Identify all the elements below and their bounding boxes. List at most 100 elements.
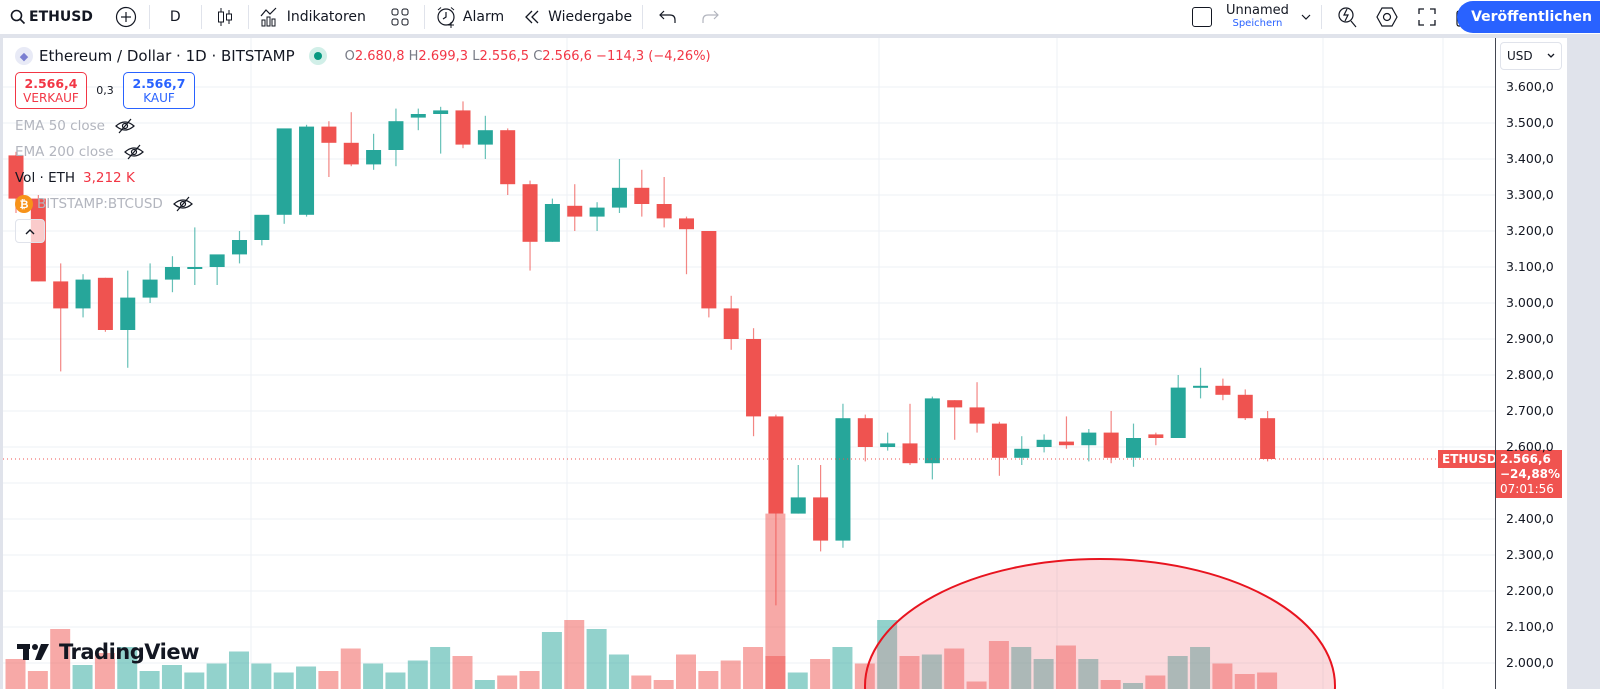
- bar-countdown: 07:01:56: [1500, 482, 1554, 497]
- chart-legend: ◆ Ethereum / Dollar · 1D · BITSTAMP O2.6…: [15, 46, 711, 243]
- chart-area[interactable]: ◆ Ethereum / Dollar · 1D · BITSTAMP O2.6…: [0, 38, 1600, 689]
- fullscreen-icon[interactable]: [1418, 8, 1436, 26]
- top-toolbar: ETHUSD D Indikatoren Alarm Wiedergabe Un…: [0, 0, 1600, 34]
- price-tick: 3.400,0: [1506, 151, 1554, 166]
- interval-button[interactable]: D: [150, 0, 201, 34]
- search-icon: [10, 9, 26, 25]
- buy-button[interactable]: 2.566,7 KAUF: [123, 72, 195, 109]
- undo-button[interactable]: [643, 0, 693, 34]
- indicators-icon: [260, 7, 277, 27]
- quick-search-icon[interactable]: [1336, 5, 1358, 29]
- ohlc-values: O2.680,8 H2.699,3 L2.556,5 C2.566,6 −114…: [344, 48, 711, 64]
- chart-type-button[interactable]: [202, 0, 248, 34]
- interval-label: D: [169, 9, 181, 25]
- bitcoin-icon: ₿: [15, 195, 33, 213]
- layout-name: Unnamed: [1226, 3, 1289, 18]
- currency-select[interactable]: USD: [1500, 42, 1562, 70]
- indicator-label: EMA 200 close: [15, 144, 114, 160]
- plus-circle-icon: [115, 6, 137, 28]
- symbol-label: ETHUSD: [29, 9, 93, 25]
- volume-label: Vol · ETH: [15, 170, 75, 186]
- save-label: Speichern: [1232, 18, 1283, 29]
- layout-checkbox[interactable]: [1192, 7, 1212, 27]
- last-price-symbol-tag: ETHUSD: [1438, 450, 1501, 469]
- right-panel-gap: [1567, 38, 1600, 689]
- compare-button[interactable]: [103, 0, 149, 34]
- price-tick: 2.200,0: [1506, 583, 1554, 598]
- replay-label: Wiedergabe: [548, 9, 633, 25]
- publish-label: Veröffentlichen: [1471, 9, 1592, 25]
- chevron-up-icon: [25, 228, 35, 234]
- divider: [200, 5, 202, 29]
- divider: [642, 5, 644, 29]
- grid-icon: [391, 8, 409, 26]
- last-price-change: −24,88%: [1500, 467, 1561, 482]
- rewind-icon: [525, 10, 539, 24]
- tradingview-logo-text: TradingView: [59, 640, 199, 664]
- eye-hidden-icon[interactable]: [172, 196, 193, 212]
- alarm-button[interactable]: Alarm: [425, 0, 514, 34]
- price-tick: 3.200,0: [1506, 223, 1554, 238]
- last-price-label: 2.566,6 −24,88% 07:01:56: [1496, 450, 1562, 499]
- layout-name-button[interactable]: Unnamed Speichern: [1226, 4, 1289, 30]
- layouts-button[interactable]: [376, 0, 424, 34]
- price-tick: 3.600,0: [1506, 79, 1554, 94]
- indicator-ema50[interactable]: EMA 50 close: [15, 113, 711, 139]
- undo-icon: [659, 10, 676, 23]
- price-tick: 2.900,0: [1506, 331, 1554, 346]
- tradingview-logo[interactable]: TradingView: [17, 640, 199, 664]
- chart-title[interactable]: Ethereum / Dollar · 1D · BITSTAMP: [39, 47, 295, 65]
- indicator-volume[interactable]: Vol · ETH 3,212 K: [15, 165, 711, 191]
- spread-value: 0,3: [96, 84, 114, 97]
- replay-button[interactable]: Wiedergabe: [514, 0, 642, 34]
- currency-label: USD: [1507, 49, 1533, 63]
- price-tick: 3.500,0: [1506, 115, 1554, 130]
- last-price-value: 2.566,6: [1500, 452, 1551, 467]
- divider: [148, 5, 150, 29]
- price-tick: 2.800,0: [1506, 367, 1554, 382]
- eye-hidden-icon[interactable]: [115, 118, 135, 134]
- divider: [247, 5, 249, 29]
- chevron-down-icon: [1547, 53, 1555, 58]
- symbol-search-button[interactable]: ETHUSD: [0, 0, 103, 34]
- market-open-indicator: [308, 47, 327, 65]
- indicators-button[interactable]: Indikatoren: [249, 0, 376, 34]
- sell-button[interactable]: 2.566,4 VERKAUF: [15, 72, 87, 109]
- compare-symbol-label: BITSTAMP:BTCUSD: [37, 196, 163, 212]
- publish-button[interactable]: Veröffentlichen: [1457, 1, 1600, 33]
- price-tick: 2.400,0: [1506, 511, 1554, 526]
- price-tick: 3.100,0: [1506, 259, 1554, 274]
- sell-label: VERKAUF: [23, 90, 79, 105]
- tradingview-logo-icon: [17, 644, 49, 660]
- price-tick: 2.700,0: [1506, 403, 1554, 418]
- price-tick: 2.000,0: [1506, 655, 1554, 670]
- chevron-down-icon[interactable]: [1301, 13, 1311, 21]
- volume-value: 3,212 K: [83, 170, 135, 186]
- indicators-label: Indikatoren: [286, 9, 366, 25]
- price-axis[interactable]: USD 2.566,6 −24,88% 07:01:56 3.600,0 3.50…: [1495, 38, 1567, 689]
- divider: [1320, 5, 1322, 29]
- settings-hexagon-icon[interactable]: [1376, 6, 1398, 28]
- candles-icon: [217, 8, 232, 26]
- compare-symbol-row[interactable]: ₿ BITSTAMP:BTCUSD: [15, 191, 711, 217]
- indicator-ema200[interactable]: EMA 200 close: [15, 139, 711, 165]
- price-tick: 3.000,0: [1506, 295, 1554, 310]
- price-tick: 2.300,0: [1506, 547, 1554, 562]
- candlestick-chart[interactable]: [3, 38, 1495, 689]
- ethereum-icon: ◆: [15, 47, 33, 65]
- redo-icon: [702, 10, 719, 23]
- eye-hidden-icon[interactable]: [123, 144, 144, 160]
- redo-button[interactable]: [693, 0, 727, 34]
- toolbar-divider: [0, 34, 1600, 38]
- alarm-label: Alarm: [462, 9, 505, 25]
- collapse-legend-button[interactable]: [15, 219, 45, 243]
- price-tick: 2.600,0: [1506, 439, 1554, 454]
- buy-label: KAUF: [143, 90, 175, 105]
- buy-price: 2.566,7: [132, 75, 186, 91]
- price-tick: 3.300,0: [1506, 187, 1554, 202]
- indicator-label: EMA 50 close: [15, 118, 105, 134]
- alarm-clock-icon: [437, 7, 455, 28]
- sell-price: 2.566,4: [24, 75, 78, 91]
- divider: [423, 5, 425, 29]
- price-tick: 2.100,0: [1506, 619, 1554, 634]
